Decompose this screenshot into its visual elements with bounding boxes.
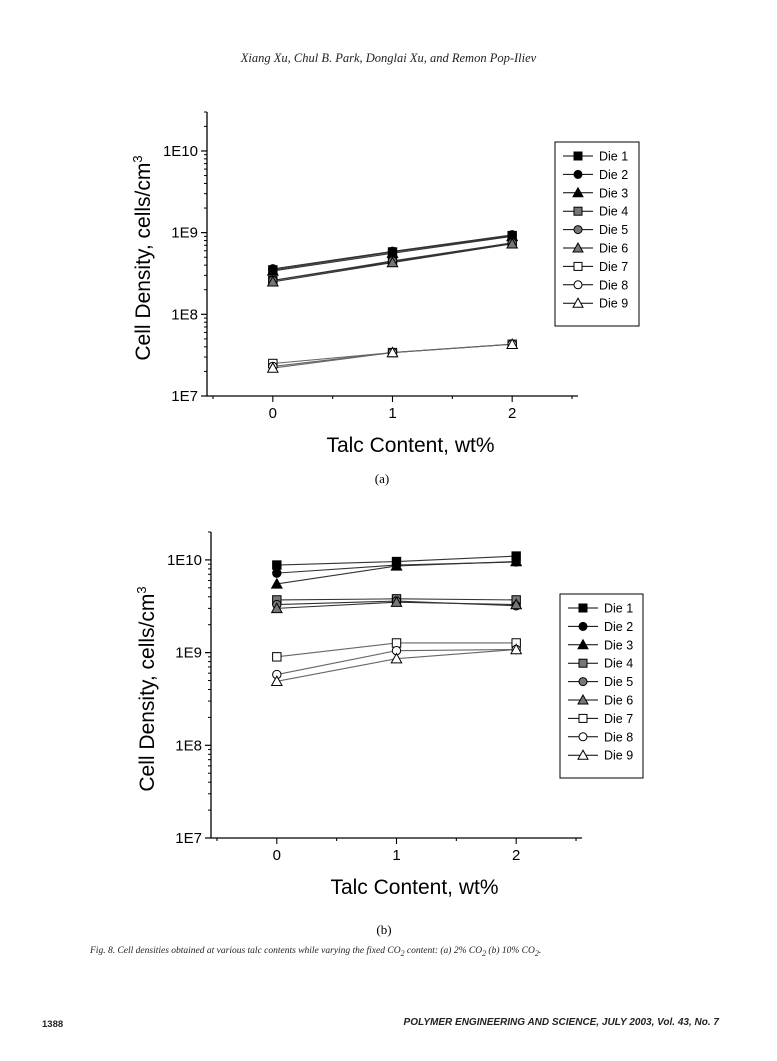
chart-a-x-tick-label: 1 <box>388 405 396 422</box>
chart-b-legend-box <box>559 593 644 779</box>
chart-a-legend-label-4: Die 4 <box>599 205 628 219</box>
chart-a-legend-label-7: Die 7 <box>599 260 628 274</box>
caption-text-1: Cell densities obtained at various talc … <box>115 946 401 956</box>
chart-a-panel-label: (a) <box>375 471 389 486</box>
chart-b-point-die6-x2 <box>510 598 523 610</box>
chart-b-legend-label-4: Die 4 <box>604 657 633 671</box>
chart-b-legend-label-7: Die 7 <box>604 712 633 726</box>
chart-a-legend-marker-3 <box>572 186 584 198</box>
caption-text-4: . <box>538 946 542 956</box>
chart-a-point-die6-x2 <box>506 237 519 249</box>
chart-b-point-die2-x0 <box>272 568 282 578</box>
chart-a-point-die9-x0 <box>266 361 279 373</box>
chart-b-x-axis-title: Talc Content, wt% <box>330 876 498 899</box>
chart-b-y-axis-title: Cell Density, cells/cm3 <box>134 586 159 791</box>
chart-a-point-die9-x1 <box>386 346 399 358</box>
chart-a-legend-marker-4 <box>573 206 583 216</box>
chart-b-y-tick-label: 1E10 <box>167 552 202 569</box>
chart-a-point-die9-x2 <box>506 338 519 349</box>
caption-sub-3: 2 <box>534 948 539 958</box>
chart-b-y-axis-title-text: Cell Density, cells/cm <box>136 594 159 792</box>
chart-a-x-axis-title: Talc Content, wt% <box>326 434 494 457</box>
chart-b-point-die9-x0 <box>270 675 283 687</box>
chart-b-legend-marker-3 <box>577 638 589 650</box>
caption-text-2: content: (a) 2% CO <box>404 946 483 956</box>
chart-a-legend-marker-8 <box>573 280 583 290</box>
chart-b-legend-marker-6 <box>577 693 589 705</box>
caption-text-3: (b) 10% CO <box>486 946 535 956</box>
chart-a-point-die6-x1 <box>386 256 399 268</box>
chart-b-point-die1-x0 <box>272 560 282 570</box>
chart-a-legend-box <box>554 141 640 327</box>
chart-a-legend-marker-9 <box>572 297 584 308</box>
page-number: 1388 <box>42 1019 64 1030</box>
chart-b-point-die3-x0 <box>270 577 283 589</box>
figure-caption: Fig. 8. Cell densities obtained at vario… <box>90 946 710 958</box>
chart-b-x-tick-label: 2 <box>512 847 520 864</box>
chart-a-legend-marker-7 <box>573 261 583 271</box>
chart-b-point-die9-x2 <box>510 643 523 655</box>
chart-a-point-die6-x0 <box>266 275 279 287</box>
chart-b-legend-label-3: Die 3 <box>604 638 633 652</box>
chart-b-legend-label-9: Die 9 <box>604 749 633 763</box>
chart-a-y-tick-label: 1E8 <box>171 306 198 323</box>
chart-b-point-die3-x1 <box>390 559 403 571</box>
chart-b-legend-label-5: Die 5 <box>604 675 633 689</box>
chart-a-legend-marker-1 <box>573 151 583 161</box>
chart-b-legend-marker-8 <box>578 732 588 742</box>
chart-b-legend-marker-5 <box>578 677 588 687</box>
chart-b-point-die7-x1 <box>391 638 402 648</box>
chart-a-y-tick-label: 1E10 <box>163 143 198 160</box>
chart-b-legend-label-6: Die 6 <box>604 694 633 708</box>
chart-b-y-axis-title-sup: 3 <box>134 586 149 593</box>
chart-a-legend-label-9: Die 9 <box>599 297 628 311</box>
chart-a-x-tick-label: 2 <box>508 405 516 422</box>
chart-b-y-tick-label: 1E9 <box>175 645 202 662</box>
figure-8a-chart: 1E7 1E8 1E9 1E10 0 1 2 Talc Content, wt% Cell De… <box>130 111 640 486</box>
chart-a-legend-label-8: Die 8 <box>599 278 628 292</box>
chart-a-point-die3-x0 <box>266 264 279 276</box>
chart-b-y-tick-label: 1E8 <box>175 737 202 754</box>
chart-b-legend-marker-1 <box>578 603 588 613</box>
chart-a-legend-marker-2 <box>573 169 583 179</box>
chart-b-legend-marker-4 <box>578 658 588 668</box>
chart-b-legend-marker-9 <box>577 749 589 760</box>
chart-b-legend-label-2: Die 2 <box>604 620 633 634</box>
journal-footer: POLYMER ENGINEERING AND SCIENCE, JULY 20… <box>403 1017 719 1028</box>
caption-prefix: Fig. 8. <box>90 946 116 956</box>
chart-a-x-tick-label: 0 <box>269 405 277 422</box>
caption-sub-1: 2 <box>400 948 405 958</box>
chart-b-legend-marker-7 <box>578 713 588 723</box>
chart-a-y-axis-title-sup: 3 <box>130 155 145 162</box>
chart-a-legend-label-6: Die 6 <box>599 242 628 256</box>
chart-a-legend-label-3: Die 3 <box>599 186 628 200</box>
chart-a-y-tick-label: 1E9 <box>171 225 198 242</box>
running-header-authors: Xiang Xu, Chul B. Park, Donglai Xu, and … <box>240 51 537 65</box>
chart-b-point-die6-x1 <box>390 595 403 607</box>
figure-8b-chart: 1E7 1E8 1E9 1E10 0 1 2 Talc Content, wt% Cell De… <box>134 531 644 937</box>
chart-b-point-die7-x0 <box>272 652 282 662</box>
chart-b-legend-label-1: Die 1 <box>604 602 633 616</box>
chart-b-y-tick-label: 1E7 <box>175 830 202 847</box>
chart-b-point-die3-x2 <box>510 555 523 567</box>
chart-a-y-tick-label: 1E7 <box>171 388 198 405</box>
caption-sub-2: 2 <box>482 948 487 958</box>
chart-b-point-die6-x0 <box>270 602 283 614</box>
chart-b-x-tick-label: 1 <box>392 847 400 864</box>
chart-a-legend-marker-6 <box>572 241 584 253</box>
chart-b-x-tick-label: 0 <box>273 847 281 864</box>
chart-b-legend-marker-2 <box>578 621 588 631</box>
chart-b-point-die9-x1 <box>390 652 403 664</box>
chart-b-panel-label: (b) <box>376 922 391 937</box>
chart-a-y-axis-title-text: Cell Density, cells/cm <box>132 163 155 361</box>
chart-a-legend-label-5: Die 5 <box>599 223 628 237</box>
chart-a-legend-label-1: Die 1 <box>599 150 628 164</box>
chart-a-legend-label-2: Die 2 <box>599 168 628 182</box>
chart-a-y-axis-title: Cell Density, cells/cm3 <box>130 155 155 360</box>
chart-b-legend-label-8: Die 8 <box>604 730 633 744</box>
chart-a-legend-marker-5 <box>573 225 583 235</box>
